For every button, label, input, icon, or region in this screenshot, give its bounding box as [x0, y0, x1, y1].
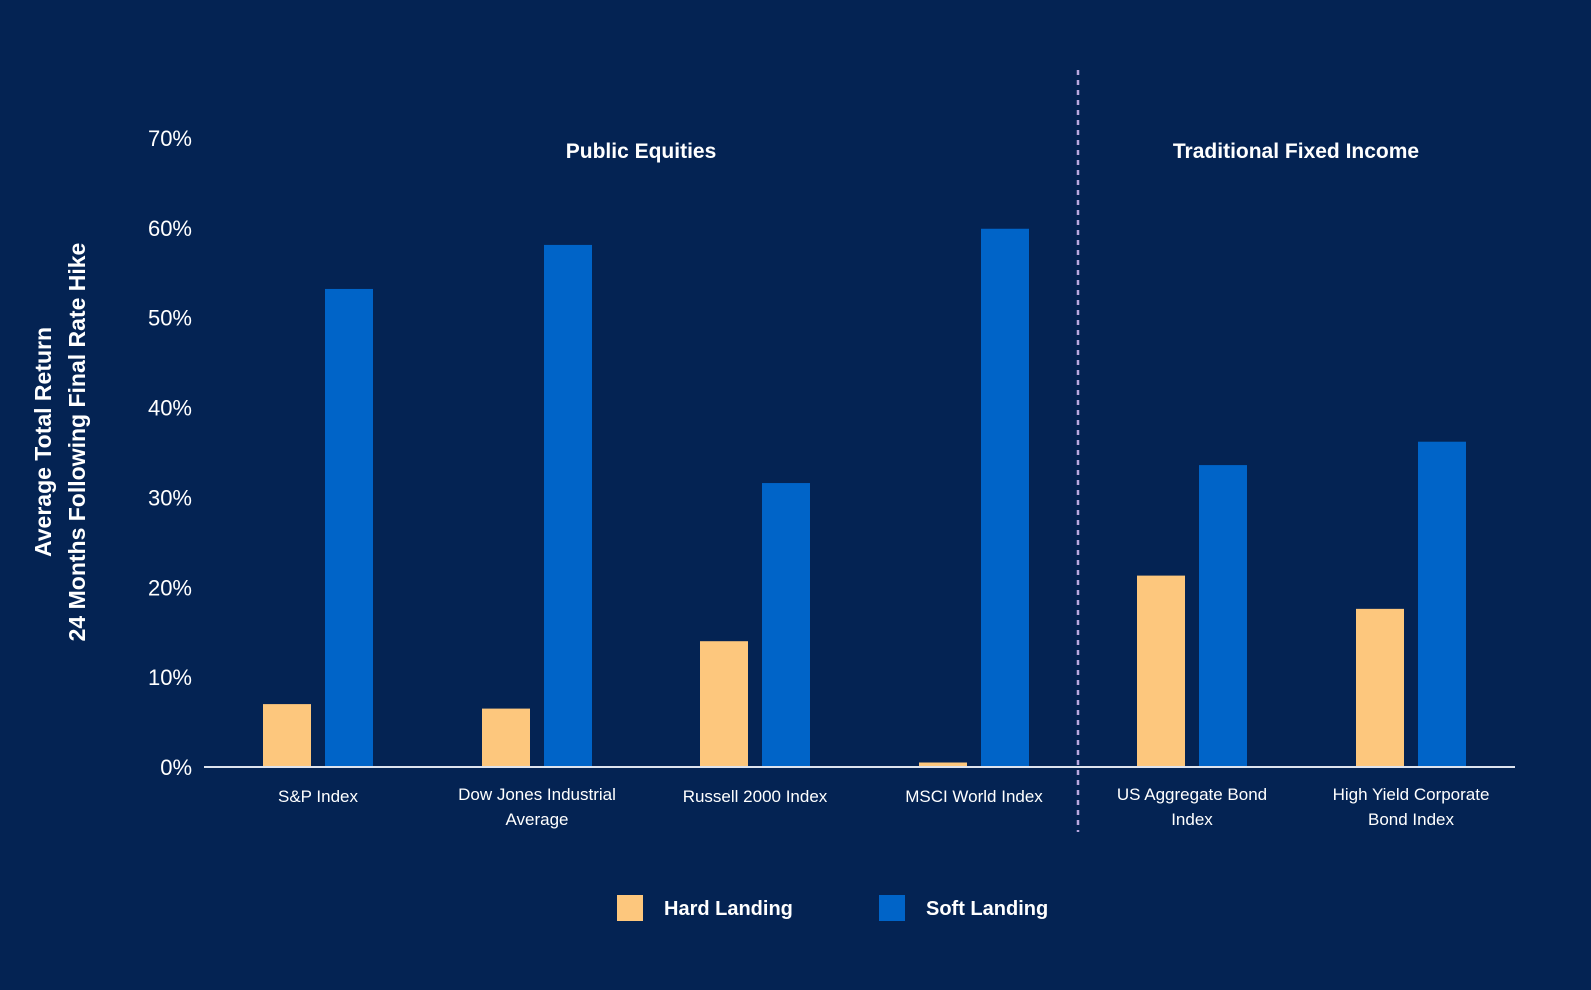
bar-hard-landing	[1356, 608, 1404, 767]
x-tick-label: Average	[505, 810, 568, 829]
bar-soft-landing	[762, 483, 810, 767]
y-tick-label: 10%	[148, 665, 192, 690]
x-tick-label: MSCI World Index	[905, 787, 1043, 806]
group-label: Public Equities	[566, 140, 717, 163]
x-tick-label: Dow Jones Industrial	[458, 785, 616, 804]
x-axis-ticks: S&P Index Dow Jones Industrial Average Russ…	[278, 785, 1489, 829]
y-axis-title-line: 24 Months Following Final Rate Hike	[64, 243, 90, 642]
bar-soft-landing	[1199, 465, 1247, 767]
y-tick-label: 60%	[148, 216, 192, 241]
y-tick-label: 20%	[148, 575, 192, 600]
legend-swatch-soft-landing	[879, 895, 905, 921]
bar-soft-landing	[544, 244, 592, 767]
bars	[263, 228, 1466, 767]
bar-hard-landing	[919, 762, 967, 767]
bar-soft-landing	[981, 228, 1029, 767]
group-labels: Public Equities Traditional Fixed Income	[566, 140, 1419, 163]
x-tick-label: US Aggregate Bond	[1117, 785, 1267, 804]
y-axis-title: Average Total Return 24 Months Following …	[30, 243, 90, 642]
y-tick-label: 0%	[160, 755, 192, 780]
y-tick-label: 70%	[148, 126, 192, 151]
y-tick-label: 50%	[148, 306, 192, 331]
bar-soft-landing	[325, 288, 373, 767]
legend-label-hard-landing: Hard Landing	[664, 898, 793, 920]
y-tick-label: 40%	[148, 396, 192, 421]
y-axis-ticks: 0% 10% 20% 30% 40% 50% 60% 70%	[148, 126, 192, 780]
bar-soft-landing	[1418, 441, 1466, 767]
x-tick-label: S&P Index	[278, 787, 359, 806]
legend-label-soft-landing: Soft Landing	[926, 898, 1048, 920]
bar-hard-landing	[1137, 575, 1185, 767]
legend: Hard Landing Soft Landing	[617, 895, 1048, 921]
x-tick-label: High Yield Corporate	[1333, 785, 1490, 804]
y-axis-title-line: Average Total Return	[30, 327, 56, 557]
bar-hard-landing	[263, 704, 311, 767]
group-label: Traditional Fixed Income	[1173, 140, 1419, 163]
x-tick-label: Russell 2000 Index	[683, 787, 828, 806]
bar-hard-landing	[700, 641, 748, 767]
bar-hard-landing	[482, 708, 530, 767]
x-tick-label: Index	[1171, 810, 1213, 829]
y-tick-label: 30%	[148, 485, 192, 510]
x-tick-label: Bond Index	[1368, 810, 1455, 829]
legend-swatch-hard-landing	[617, 895, 643, 921]
